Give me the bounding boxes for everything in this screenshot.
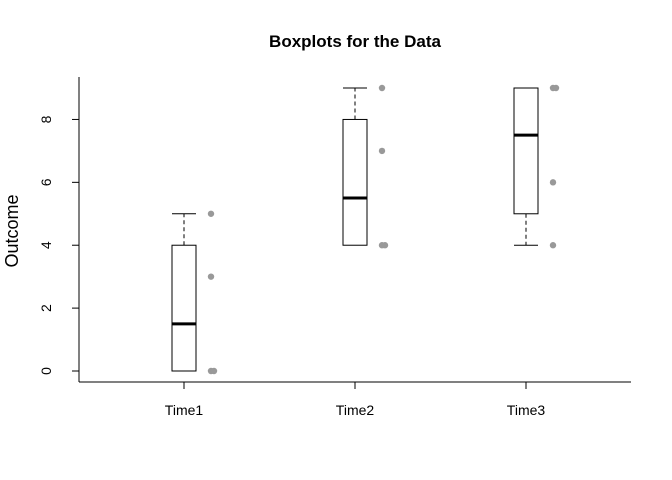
plot-area: 0 2 4 6 8 Time1 Time2 Time3 (38, 77, 631, 418)
data-point (207, 273, 215, 280)
y-tick-label: 8 (38, 115, 54, 123)
box-Time3 (513, 87, 539, 215)
x-tick-label: Time3 (507, 402, 546, 418)
data-point (378, 84, 386, 92)
box-Time1 (171, 244, 197, 372)
data-point (207, 210, 215, 217)
y-axis-label: Outcome (2, 194, 22, 267)
x-tick-label: Time1 (165, 402, 204, 418)
data-point (552, 84, 560, 92)
box-Time2 (342, 118, 368, 246)
data-point (549, 242, 557, 249)
data-point (549, 179, 557, 186)
y-tick-label: 6 (38, 178, 54, 186)
x-tick-label: Time2 (336, 402, 375, 418)
data-point (381, 242, 389, 249)
data-point (378, 147, 386, 155)
chart-title: Boxplots for the Data (269, 32, 441, 51)
y-tick-label: 2 (38, 304, 54, 312)
data-point (210, 367, 218, 375)
y-tick-label: 0 (38, 367, 54, 375)
y-tick-label: 4 (38, 241, 54, 249)
